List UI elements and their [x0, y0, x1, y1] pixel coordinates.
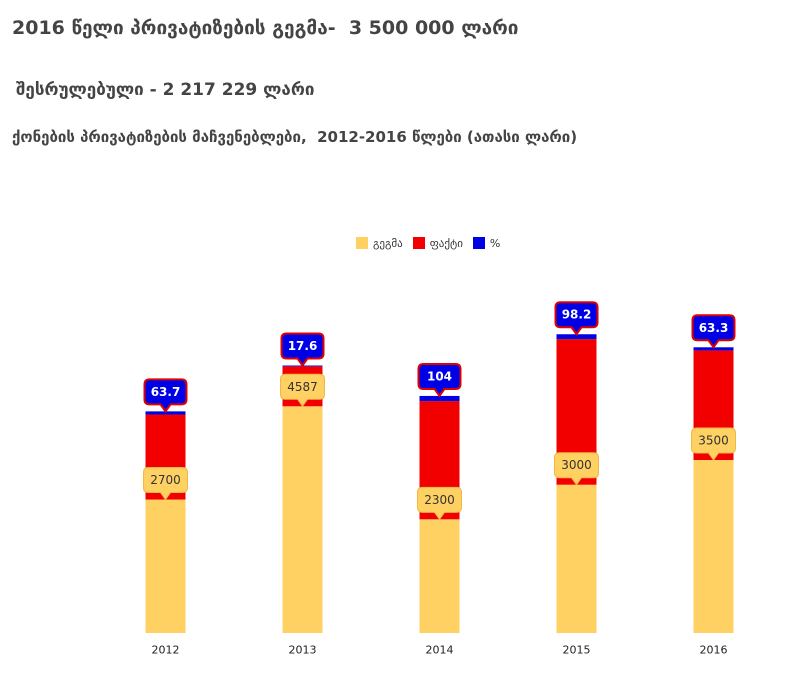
data-label-plan-2014: 2300	[424, 493, 455, 507]
data-label-percent-2015: 98.2	[562, 308, 592, 322]
label-bubble-percent-2013	[280, 332, 325, 368]
legend-label-fact: ფაქტი	[429, 236, 463, 250]
legend-item-fact[interactable]: ფაქტი	[412, 236, 463, 250]
x-tick-label-2015: 2015	[563, 644, 591, 657]
x-tick-label-2012: 2012	[152, 644, 180, 657]
data-label-percent-2012: 63.7	[151, 385, 181, 399]
label-bubble-percent-2012	[143, 378, 188, 414]
label-bubble-plan-2015	[554, 452, 599, 486]
label-bubble-percent-2016	[691, 314, 736, 350]
bar-percent-2015[interactable]	[556, 334, 597, 340]
label-bubble-percent-2014	[417, 362, 462, 398]
data-label-plan-2016: 3500	[698, 434, 729, 448]
chart-title: ქონების პრივატიზების მაჩვენებლები, 2012-…	[12, 128, 578, 146]
bar-plan-2016[interactable]	[693, 460, 734, 633]
legend-item-plan[interactable]: გეგმა	[356, 237, 403, 250]
plan-headline: 2016 წელი პრივატიზების გეგმა- 3 500 000 …	[12, 17, 519, 39]
bar-plan-2014[interactable]	[419, 519, 460, 633]
label-bubble-plan-2013	[280, 373, 325, 408]
label-bubble-plan-2016	[691, 427, 736, 461]
completed-headline: შესრულებული - 2 217 229 ლარი	[16, 80, 315, 100]
label-bubble-plan-2014	[417, 486, 462, 521]
label-bubble-plan-2012	[143, 467, 188, 501]
chart-legend: გეგმა ფაქტი %	[356, 236, 510, 250]
data-label-plan-2015: 3000	[561, 458, 592, 472]
data-label-plan-2013: 4587	[287, 380, 318, 394]
legend-swatch-fact	[412, 237, 425, 249]
bar-percent-2014[interactable]	[419, 395, 460, 402]
legend-item-percent[interactable]: %	[472, 236, 501, 250]
legend-swatch-percent	[472, 237, 485, 249]
legend-label-plan: გეგმა	[373, 236, 403, 250]
bar-plan-2015[interactable]	[556, 484, 597, 633]
bar-plan-2013[interactable]	[282, 406, 323, 633]
legend-swatch-plan	[356, 237, 368, 249]
x-tick-label-2013: 2013	[289, 644, 317, 657]
data-label-percent-2014: 104	[427, 369, 452, 383]
x-tick-label-2016: 2016	[700, 644, 728, 657]
label-bubble-percent-2015	[554, 301, 599, 336]
legend-label-percent: %	[489, 236, 501, 250]
bar-plan-2012[interactable]	[145, 499, 186, 633]
data-label-percent-2016: 63.3	[699, 321, 729, 335]
x-tick-label-2014: 2014	[426, 644, 454, 657]
data-label-percent-2013: 17.6	[288, 339, 318, 353]
stacked-bar-chart: 2700 63.7 2012 4587 17.6 2013 2300 104 2014 3000 9…	[143, 301, 736, 657]
data-label-plan-2012: 2700	[150, 473, 181, 487]
